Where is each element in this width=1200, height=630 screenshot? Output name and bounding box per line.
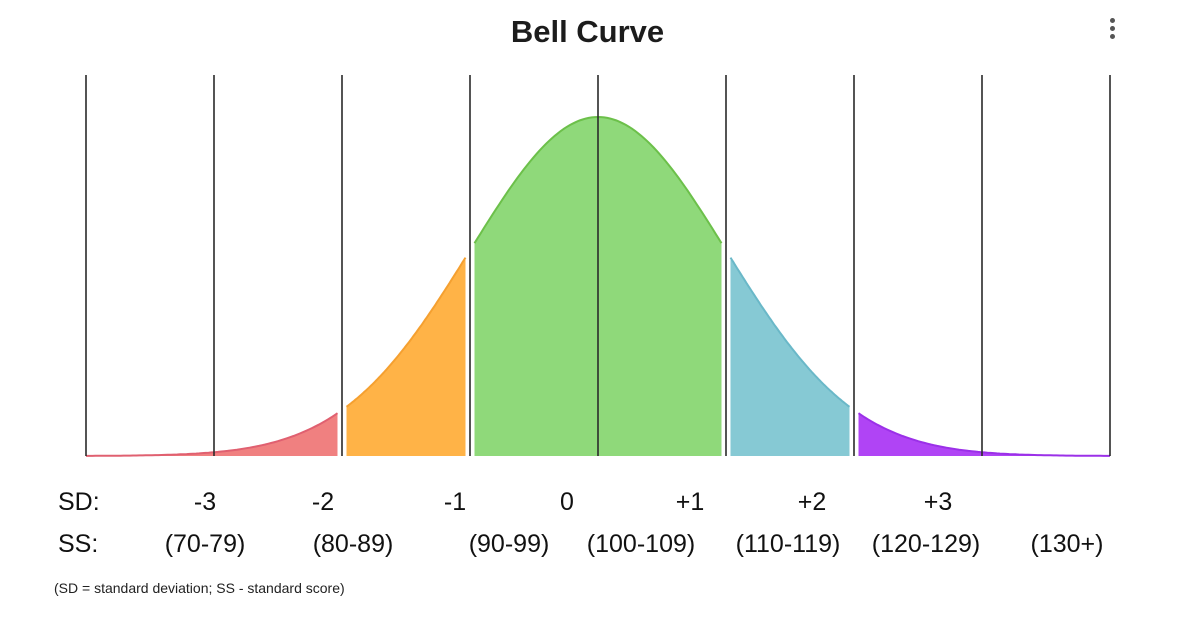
ss-tick-label: (70-79) (164, 530, 246, 558)
ss-tick-label: (90-99) (468, 530, 550, 558)
curve-edge-1 (86, 412, 339, 457)
sd-tick-label: -3 (193, 488, 217, 516)
ss-tick-label: (120-129) (871, 530, 981, 558)
curve-edge-2 (345, 257, 467, 408)
menu-dot (1109, 18, 1115, 23)
curve-segment-5 (858, 413, 1110, 456)
curve-segment-2 (346, 257, 466, 456)
footnote: (SD = standard deviation; SS - standard … (54, 580, 345, 596)
curve-segment-1 (86, 413, 338, 456)
more-vertical-icon[interactable] (1104, 16, 1120, 39)
bell-curve-plot (85, 75, 1111, 457)
ss-tick-label: (100-109) (586, 530, 696, 558)
chart-title: Bell Curve (510, 14, 665, 49)
curve-edge-5 (857, 412, 1110, 457)
sd-tick-label: -1 (443, 488, 467, 516)
sd-tick-label: 0 (560, 488, 574, 516)
curve-segment-4 (730, 257, 850, 456)
curve-edge-4 (729, 257, 851, 408)
gridlines-layer (85, 75, 1111, 456)
ss-row-label: SS: (58, 530, 99, 558)
sd-tick-label: -2 (311, 488, 335, 516)
menu-dot (1109, 34, 1115, 39)
menu-dot (1109, 26, 1115, 31)
sd-tick-label: +2 (797, 488, 827, 516)
sd-tick-label: +3 (923, 488, 953, 516)
sd-row-label: SD: (58, 488, 100, 516)
sd-tick-label: +1 (675, 488, 705, 516)
ss-tick-label: (80-89) (312, 530, 394, 558)
ss-tick-label: (110-119) (735, 530, 841, 558)
ss-tick-label: (130+) (1030, 530, 1104, 558)
